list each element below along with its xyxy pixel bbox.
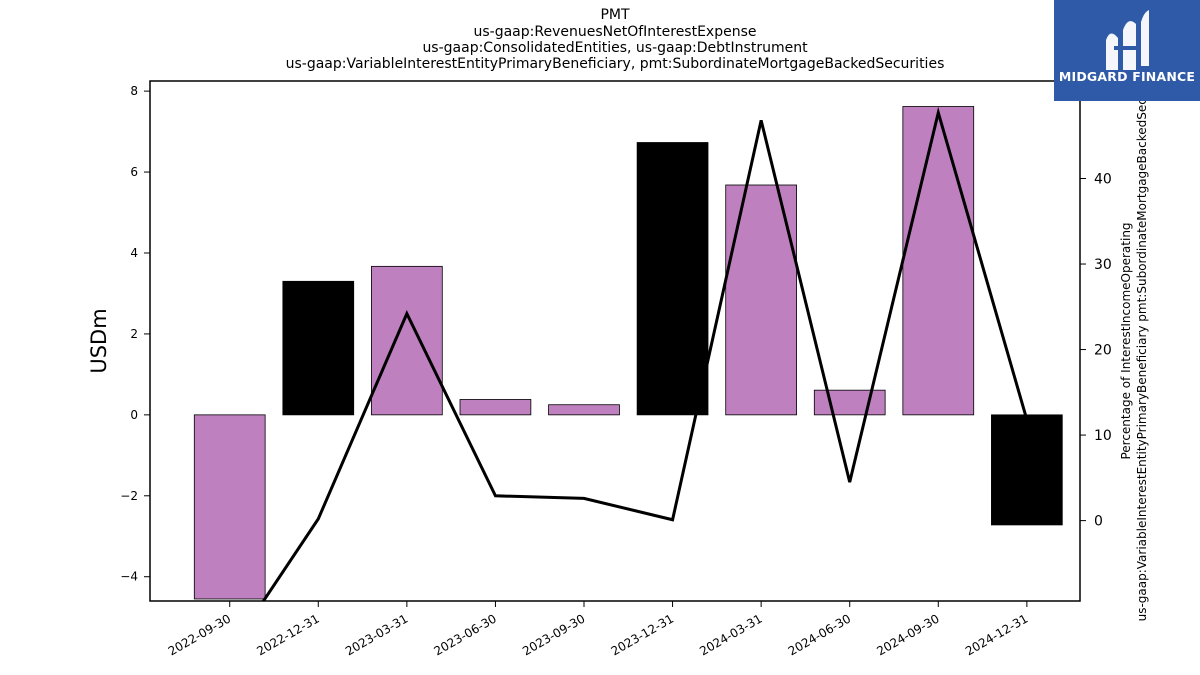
y-tick-label-left: 2 <box>130 327 138 341</box>
x-tick-label: 2024-09-30 <box>874 611 941 658</box>
y-tick-label-right: 0 <box>1094 514 1103 530</box>
title-line-2: us-gaap:RevenuesNetOfInterestExpense <box>473 24 757 40</box>
bar-2023-03-31 <box>371 265 443 416</box>
midgard-finance-logo: MIDGARD FINANCE <box>1054 0 1200 101</box>
logo-emblem-icon <box>1106 10 1149 70</box>
bar-2022-12-31 <box>282 280 355 416</box>
y-tick-label-right: 30 <box>1094 257 1112 273</box>
bar-2023-09-30 <box>548 404 620 416</box>
y-tick-label-left: 4 <box>130 246 138 260</box>
x-tick-label: 2023-06-30 <box>432 611 499 658</box>
x-tick-label: 2023-03-31 <box>343 611 410 658</box>
bar-2023-12-31 <box>636 142 709 416</box>
y-tick-label-left: 8 <box>130 84 138 98</box>
x-tick-label: 2023-09-30 <box>520 611 587 658</box>
x-tick-label: 2024-06-30 <box>786 611 853 658</box>
bar-2022-09-30 <box>193 414 266 600</box>
y-tick-label-right: 20 <box>1094 343 1112 359</box>
logo-text: MIDGARD FINANCE <box>1058 69 1196 84</box>
x-tick-label: 2023-12-31 <box>609 611 676 658</box>
title-line-3: us-gaap:ConsolidatedEntities, us-gaap:De… <box>422 40 808 56</box>
y-axis-label: USDm <box>87 308 111 373</box>
y-tick-label-left: −4 <box>120 570 138 584</box>
y-axis-label-right-line-2: us-gaap:VariableInterestEntityPrimaryBen… <box>1135 61 1149 622</box>
bar-2024-06-30 <box>813 389 886 416</box>
x-tick-label: 2022-12-31 <box>254 611 321 658</box>
title-line-4: us-gaap:VariableInterestEntityPrimaryBen… <box>285 56 945 72</box>
bar-2024-09-30 <box>902 106 975 416</box>
x-tick-label: 2024-12-31 <box>963 611 1030 658</box>
y-tick-label-right: 40 <box>1094 172 1112 188</box>
title-line-1: PMT <box>600 7 630 23</box>
bar-2023-06-30 <box>459 399 532 416</box>
y-tick-label-left: −2 <box>120 489 138 503</box>
bar-2024-12-31 <box>991 414 1063 526</box>
y-tick-label-left: 0 <box>130 408 138 422</box>
y-axis-label-right-line-1: Percentage of InterestIncomeOperating <box>1119 222 1133 459</box>
y-tick-label-left: 6 <box>130 165 138 179</box>
x-tick-label: 2022-09-30 <box>166 611 233 658</box>
line-series <box>261 106 1029 601</box>
x-tick-label: 2024-03-31 <box>697 611 764 658</box>
plot-frame <box>149 80 1081 602</box>
y-tick-label-right: 10 <box>1094 428 1112 444</box>
